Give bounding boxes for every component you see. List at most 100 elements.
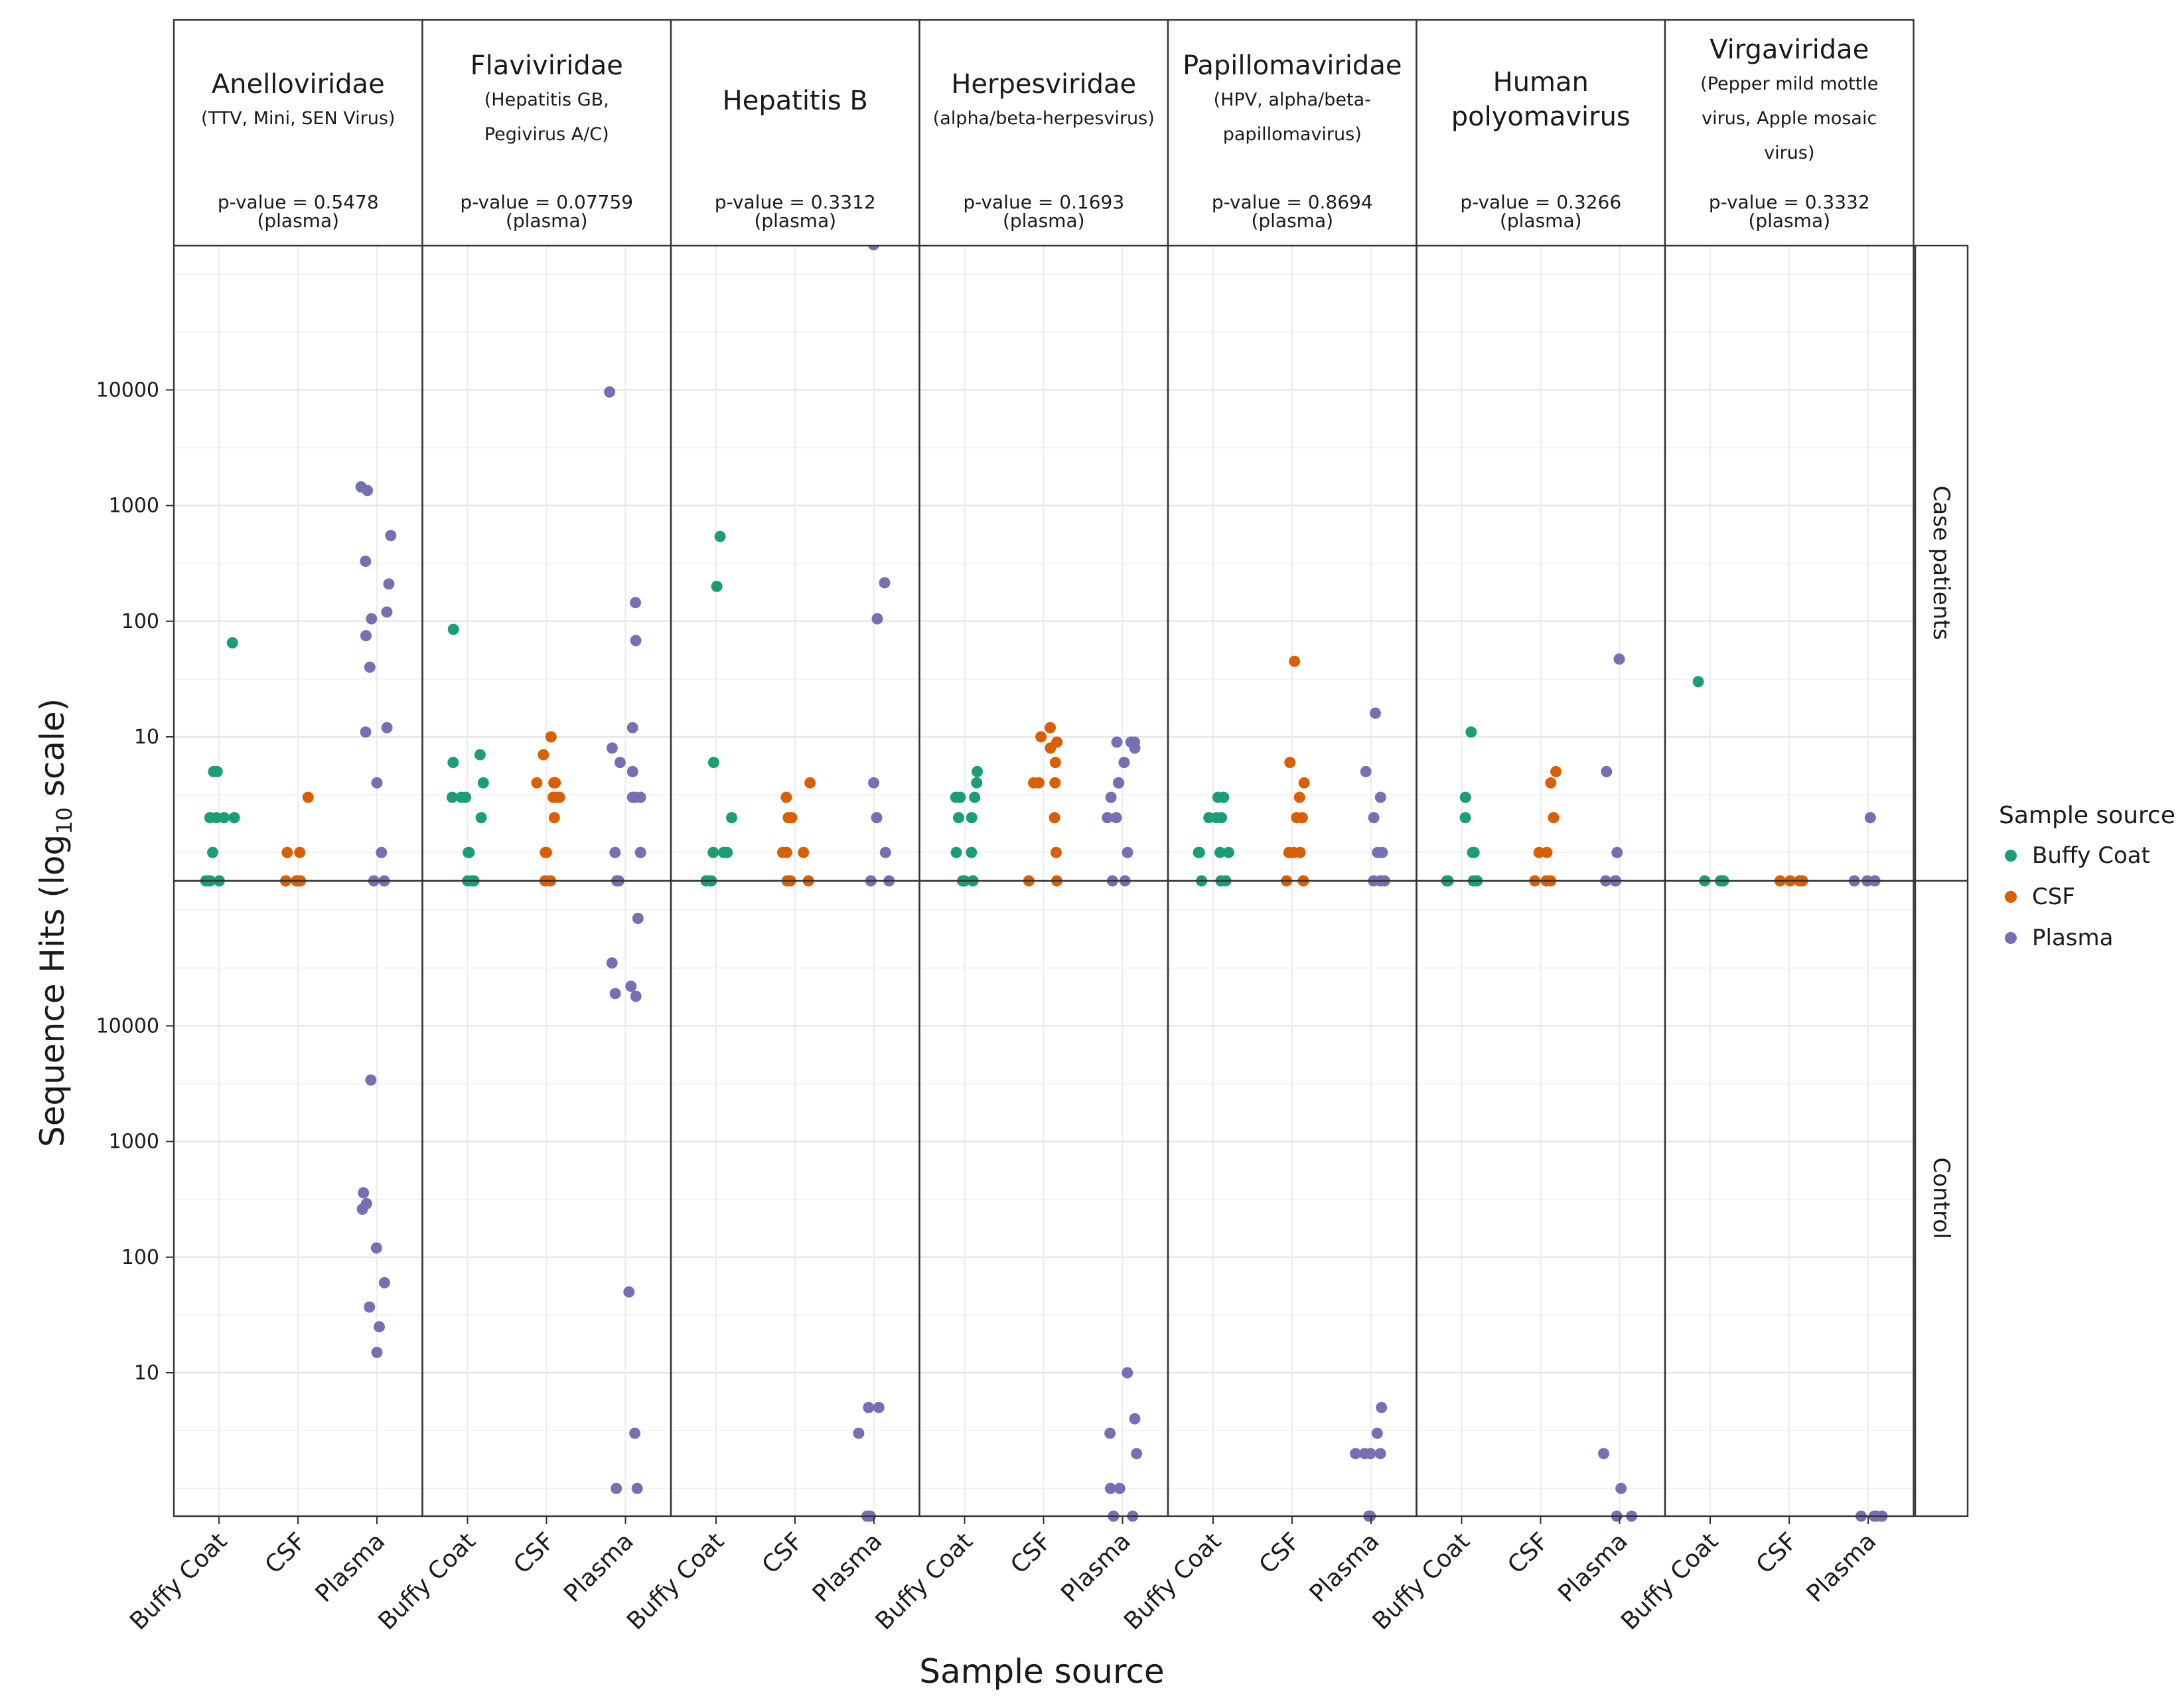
data-point xyxy=(1212,791,1224,803)
facet-pvalue: p-value = 0.1693 xyxy=(963,191,1124,213)
data-point xyxy=(362,485,374,497)
data-point xyxy=(1289,655,1301,667)
data-point xyxy=(626,722,638,734)
data-point xyxy=(1122,846,1133,858)
data-point xyxy=(204,812,216,824)
facet-title: Hepatitis B xyxy=(723,86,868,116)
data-point xyxy=(868,777,880,789)
data-point xyxy=(1118,757,1130,769)
data-point xyxy=(1372,846,1384,858)
data-point xyxy=(360,630,372,642)
data-point xyxy=(1045,722,1056,734)
data-point xyxy=(1111,736,1123,748)
facet-pvalue-note: (plasma) xyxy=(506,210,588,232)
facet-pvalue-note: (plasma) xyxy=(1003,210,1085,232)
data-point xyxy=(626,765,638,777)
facet-strip xyxy=(421,19,672,247)
facet-pvalue: p-value = 0.3332 xyxy=(1709,191,1870,213)
data-point xyxy=(1049,757,1061,769)
data-point xyxy=(371,1346,383,1358)
row-strip-label: Case patients xyxy=(1928,486,1954,641)
data-point xyxy=(950,846,962,858)
data-point xyxy=(1114,1482,1126,1494)
data-point xyxy=(726,812,738,824)
facet-subtitle: (alpha/beta-herpesvirus) xyxy=(933,108,1155,129)
data-point xyxy=(549,777,561,789)
data-point xyxy=(1350,1448,1362,1460)
facet-strip xyxy=(1167,19,1418,247)
data-point xyxy=(381,722,393,734)
data-point xyxy=(1598,1448,1609,1460)
data-point xyxy=(1298,777,1310,789)
data-point xyxy=(1293,791,1305,803)
data-point xyxy=(609,846,621,858)
y-tick-label: 10 xyxy=(134,1361,159,1385)
y-axis-title-main: Sequence Hits (log xyxy=(33,834,72,1147)
data-point xyxy=(1216,812,1228,824)
y-tick-label: 100 xyxy=(121,610,159,633)
data-point xyxy=(1113,777,1125,789)
data-point xyxy=(879,577,891,589)
legend-key xyxy=(2005,850,2017,862)
data-point xyxy=(630,990,642,1002)
data-point xyxy=(1104,1427,1116,1439)
data-point xyxy=(632,913,644,924)
legend-title: Sample source xyxy=(1999,802,2175,829)
facet-strip xyxy=(1416,19,1666,247)
data-point xyxy=(446,791,458,803)
data-point xyxy=(611,1482,622,1494)
data-point xyxy=(1035,731,1047,743)
data-point xyxy=(553,791,565,803)
facet-pvalue-note: (plasma) xyxy=(1251,210,1333,232)
data-point xyxy=(302,791,314,803)
data-point xyxy=(447,623,459,635)
data-point xyxy=(954,791,966,803)
data-point xyxy=(1368,812,1380,824)
data-point xyxy=(1122,1367,1133,1379)
data-point xyxy=(629,1427,641,1439)
data-point xyxy=(711,580,723,592)
facet-subtitle: (HPV, alpha/beta- xyxy=(1214,90,1371,110)
legend-label: CSF xyxy=(2032,884,2075,910)
data-point xyxy=(863,1401,875,1413)
data-point xyxy=(370,1242,382,1254)
data-point xyxy=(1550,765,1562,777)
data-point xyxy=(798,846,810,858)
data-point xyxy=(1692,676,1704,688)
data-point xyxy=(1045,742,1056,754)
data-point xyxy=(614,757,626,769)
data-point xyxy=(1049,777,1061,789)
data-point xyxy=(776,846,788,858)
data-point xyxy=(714,530,726,542)
facet-subtitle: virus, Apple mosaic xyxy=(1702,108,1877,129)
data-point xyxy=(1110,812,1122,824)
data-point xyxy=(383,578,395,590)
data-point xyxy=(1364,1448,1376,1460)
data-point xyxy=(540,846,551,858)
legend-label: Plasma xyxy=(2032,925,2113,951)
data-point xyxy=(474,749,486,761)
data-point xyxy=(475,812,487,824)
data-point xyxy=(538,749,549,761)
y-axis-title: Sequence Hits (log10 scale) xyxy=(33,698,77,1147)
data-point xyxy=(376,846,388,858)
data-point xyxy=(381,606,393,618)
data-point xyxy=(1129,742,1141,754)
data-point xyxy=(1049,812,1060,824)
y-axis-title-suffix: scale) xyxy=(33,698,72,807)
facet-pvalue-note: (plasma) xyxy=(1748,210,1830,232)
data-point xyxy=(1374,791,1386,803)
facet-pvalue: p-value = 0.5478 xyxy=(218,191,379,213)
data-point xyxy=(358,1187,370,1199)
y-tick-label: 10000 xyxy=(96,1014,159,1038)
data-point xyxy=(623,1286,635,1298)
data-point xyxy=(1613,653,1625,665)
data-point xyxy=(853,1427,865,1439)
data-point xyxy=(871,613,883,625)
data-point xyxy=(1370,707,1381,719)
data-point xyxy=(1203,812,1215,824)
data-point xyxy=(630,635,642,647)
facet-title: Papillomaviridae xyxy=(1183,50,1402,81)
data-point xyxy=(1371,1427,1383,1439)
data-point xyxy=(365,1074,377,1086)
